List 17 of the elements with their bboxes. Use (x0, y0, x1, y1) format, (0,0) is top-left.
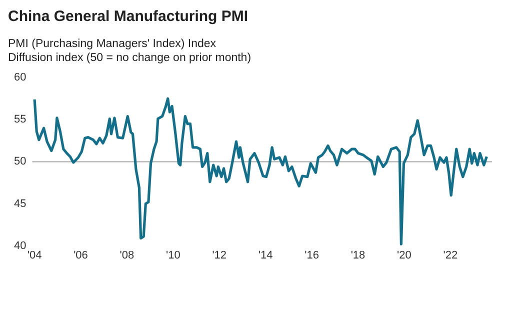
x-tick-label: '12 (212, 249, 227, 262)
x-tick-label: '22 (443, 249, 458, 262)
x-tick-label: '08 (120, 249, 134, 262)
x-tick-label: '14 (258, 249, 273, 262)
x-tick-label: '16 (304, 249, 319, 262)
y-tick-label: 55 (14, 114, 26, 126)
x-tick-label: '18 (350, 249, 366, 262)
x-tick-label: '06 (74, 249, 88, 262)
chart-title: China General Manufacturing PMI (8, 8, 250, 25)
y-tick-label: 45 (14, 198, 26, 210)
y-tick-label: 60 (14, 72, 26, 84)
x-tick-label: '20 (397, 249, 412, 262)
x-tick-label: '04 (27, 249, 42, 262)
y-tick-label: 50 (14, 156, 26, 168)
y-tick-label: 40 (14, 240, 26, 252)
chart-subtitle: PMI (Purchasing Managers' Index) Index Diffusion index (50 = no change on prior month) (8, 37, 252, 65)
x-tick-label: '10 (166, 249, 180, 262)
